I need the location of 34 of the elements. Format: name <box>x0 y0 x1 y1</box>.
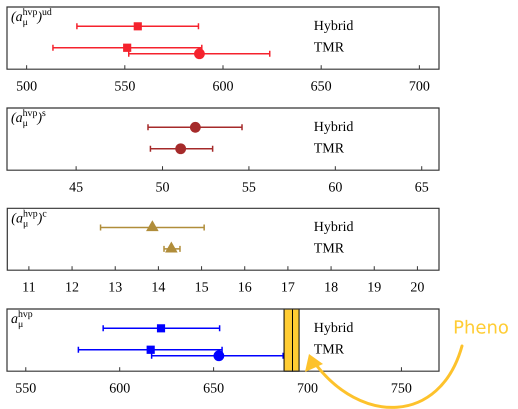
x-tick-label: 14 <box>151 280 166 296</box>
x-tick-label: 16 <box>238 280 252 296</box>
x-tick-label: 550 <box>15 381 36 396</box>
x-tick-label: 500 <box>16 79 38 94</box>
x-tick-label: 45 <box>69 180 84 196</box>
y-tick-label: TMR <box>314 242 345 257</box>
x-tick-label: 750 <box>390 381 412 396</box>
x-tick-label: 650 <box>310 79 332 94</box>
x-tick-label: 20 <box>410 280 424 296</box>
y-tick-label: TMR <box>314 141 345 156</box>
x-tick-label: 17 <box>280 280 295 296</box>
x-tick-label: 550 <box>114 79 136 94</box>
y-tick-label: Hybrid <box>314 220 354 236</box>
x-tick-label: 15 <box>194 280 209 296</box>
x-tick-label: 600 <box>212 79 234 94</box>
y-tick-label: Hybrid <box>314 120 354 135</box>
x-tick-label: 55 <box>242 180 256 196</box>
x-tick-label: 19 <box>367 280 382 296</box>
y-tick-label: TMR <box>314 342 345 358</box>
x-tick-label: 700 <box>408 79 430 94</box>
x-tick-label: 650 <box>203 381 224 396</box>
x-tick-label: 65 <box>414 180 429 196</box>
y-tick-label: Hybrid <box>314 18 354 34</box>
y-tick-label: TMR <box>314 40 345 56</box>
x-tick-label: 18 <box>324 280 338 296</box>
x-tick-label: 11 <box>22 280 36 296</box>
x-tick-label: 60 <box>328 180 342 196</box>
y-tick-label: Hybrid <box>314 320 354 336</box>
x-tick-label: 50 <box>156 180 170 196</box>
x-tick-label: 13 <box>108 280 122 296</box>
x-tick-label: 700 <box>297 381 318 396</box>
x-tick-label: 600 <box>109 381 130 396</box>
x-tick-label: 12 <box>65 280 80 296</box>
band-label: Pheno <box>453 318 509 339</box>
